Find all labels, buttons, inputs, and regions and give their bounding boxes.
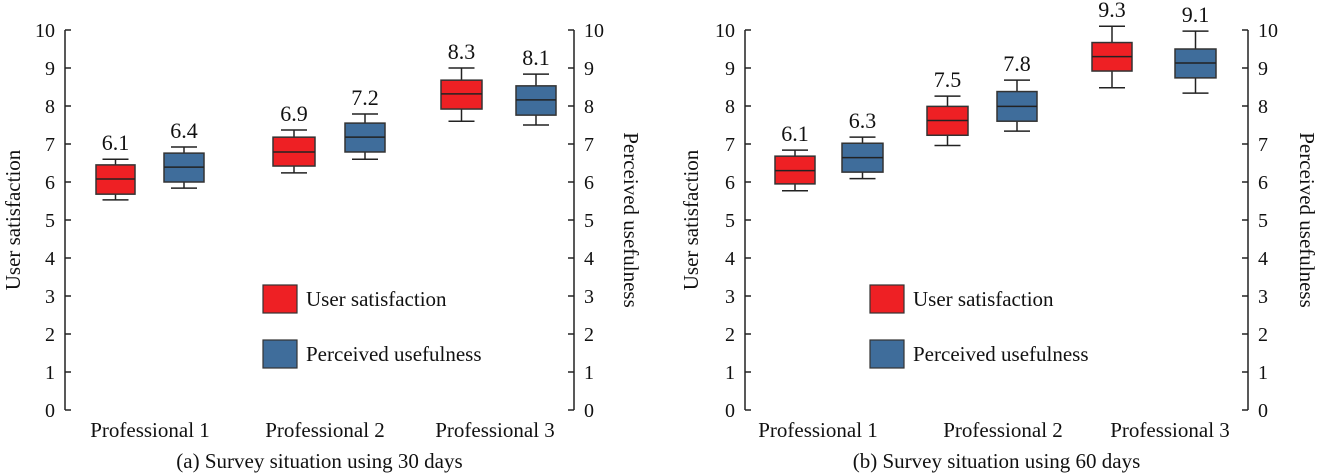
y-tick-label-right: 3	[1258, 286, 1268, 308]
chart-caption: (a) Survey situation using 30 days	[176, 449, 462, 473]
box-user-satisfaction: 6.9	[272, 101, 316, 174]
legend-item-user-satisfaction: User satisfaction	[262, 284, 447, 314]
y-tick-label-right: 9	[1258, 58, 1268, 80]
box-perceived-usefulness: 6.4	[163, 118, 205, 189]
y-axis-title-left: User satisfaction	[679, 149, 703, 290]
y-tick-label-left: 6	[45, 172, 55, 194]
y-tick-label-right: 8	[584, 96, 594, 118]
data-label: 8.1	[522, 45, 550, 70]
y-tick-label-right: 4	[1258, 248, 1268, 270]
data-label: 9.1	[1182, 2, 1210, 27]
y-tick-label-right: 1	[1258, 362, 1268, 384]
y-tick-label-left: 2	[725, 324, 735, 346]
data-label: 8.3	[448, 39, 476, 64]
legend-label: User satisfaction	[306, 287, 447, 311]
y-tick-label-left: 2	[45, 324, 55, 346]
y-tick-label-left: 3	[725, 286, 735, 308]
y-tick-label-left: 7	[45, 134, 55, 156]
legend-item-perceived-usefulness: Perceived usefulness	[262, 339, 482, 369]
y-tick-label-left: 3	[45, 286, 55, 308]
y-tick-label-left: 9	[725, 58, 735, 80]
data-label: 9.3	[1098, 0, 1126, 22]
data-label: 6.1	[102, 130, 130, 155]
y-tick-label-left: 8	[45, 96, 55, 118]
y-tick-label-right: 7	[1258, 134, 1268, 156]
y-axis-title-right: Perceived usefulness	[1295, 132, 1319, 308]
x-tick-label: Professional 2	[943, 418, 1063, 442]
legend-label: User satisfaction	[913, 287, 1054, 311]
x-tick-label: Professional 1	[90, 418, 210, 442]
y-tick-label-left: 9	[45, 58, 55, 80]
y-tick-label-left: 0	[725, 400, 735, 422]
data-label: 6.1	[781, 121, 809, 146]
data-label: 7.5	[934, 67, 962, 92]
y-tick-label-right: 6	[1258, 172, 1268, 194]
legend-swatch	[262, 339, 298, 369]
x-tick-label: Professional 2	[265, 418, 385, 442]
legend-label: Perceived usefulness	[306, 342, 482, 366]
y-tick-label-left: 10	[35, 20, 55, 42]
y-tick-label-right: 10	[584, 20, 604, 42]
legend-label: Perceived usefulness	[913, 342, 1089, 366]
box-user-satisfaction: 6.1	[774, 121, 816, 192]
box-perceived-usefulness: 8.1	[515, 45, 557, 126]
y-tick-label-left: 4	[725, 248, 735, 270]
y-tick-label-right: 7	[584, 134, 594, 156]
y-tick-label-right: 5	[1258, 210, 1268, 232]
legend-swatch	[262, 284, 298, 314]
legend-swatch	[869, 339, 905, 369]
data-label: 6.3	[849, 108, 877, 133]
y-tick-label-right: 9	[584, 58, 594, 80]
y-tick-label-left: 5	[45, 210, 55, 232]
y-tick-label-right: 5	[584, 210, 594, 232]
box-user-satisfaction: 9.3	[1091, 0, 1133, 89]
x-tick-label: Professional 3	[1110, 418, 1230, 442]
y-axis-title-left: User satisfaction	[1, 149, 25, 290]
y-tick-label-left: 0	[45, 400, 55, 422]
y-tick-label-left: 4	[45, 248, 55, 270]
box-perceived-usefulness: 9.1	[1174, 2, 1217, 94]
box-user-satisfaction: 6.1	[95, 130, 136, 201]
box-perceived-usefulness: 7.2	[344, 85, 386, 160]
y-tick-label-left: 7	[725, 134, 735, 156]
y-tick-label-right: 4	[584, 248, 594, 270]
y-tick-label-left: 10	[715, 20, 735, 42]
y-tick-label-right: 10	[1258, 20, 1278, 42]
chart-panel-b: 0 0 1 1 2 2 3 3 4 4 5 5 6 6 7 7 8 8 9 9 10 10 User satisfactio…	[679, 0, 1319, 473]
x-tick-label: Professional 1	[758, 418, 878, 442]
box-perceived-usefulness: 7.8	[996, 51, 1038, 132]
y-tick-label-right: 2	[584, 324, 594, 346]
data-label: 7.2	[351, 85, 379, 110]
data-label: 6.9	[280, 101, 308, 126]
box-perceived-usefulness: 6.3	[841, 108, 884, 180]
legend-item-perceived-usefulness: Perceived usefulness	[869, 339, 1089, 369]
y-tick-label-right: 1	[584, 362, 594, 384]
y-tick-label-right: 6	[584, 172, 594, 194]
legend-item-user-satisfaction: User satisfaction	[869, 284, 1054, 314]
legend-swatch	[869, 284, 905, 314]
y-tick-label-right: 0	[584, 400, 594, 422]
y-tick-label-left: 8	[725, 96, 735, 118]
y-tick-label-left: 6	[725, 172, 735, 194]
y-axis-title-right: Perceived usefulness	[619, 132, 643, 308]
y-tick-label-left: 5	[725, 210, 735, 232]
box-iqr	[440, 79, 483, 110]
y-tick-label-left: 1	[45, 362, 55, 384]
box-user-satisfaction: 8.3	[440, 39, 483, 122]
y-tick-label-right: 3	[584, 286, 594, 308]
x-tick-label: Professional 3	[435, 418, 555, 442]
y-tick-label-right: 2	[1258, 324, 1268, 346]
y-tick-label-right: 0	[1258, 400, 1268, 422]
box-user-satisfaction: 7.5	[926, 67, 969, 147]
chart-caption: (b) Survey situation using 60 days	[853, 449, 1141, 473]
data-label: 6.4	[170, 118, 198, 143]
data-label: 7.8	[1003, 51, 1031, 76]
chart-panel-a: 0 0 1 1 2 2 3 3 4 4 5 5 6 6 7 7 8 8 9 9 10 10 User satisfactio…	[1, 20, 643, 473]
y-tick-label-right: 8	[1258, 96, 1268, 118]
y-tick-label-left: 1	[725, 362, 735, 384]
